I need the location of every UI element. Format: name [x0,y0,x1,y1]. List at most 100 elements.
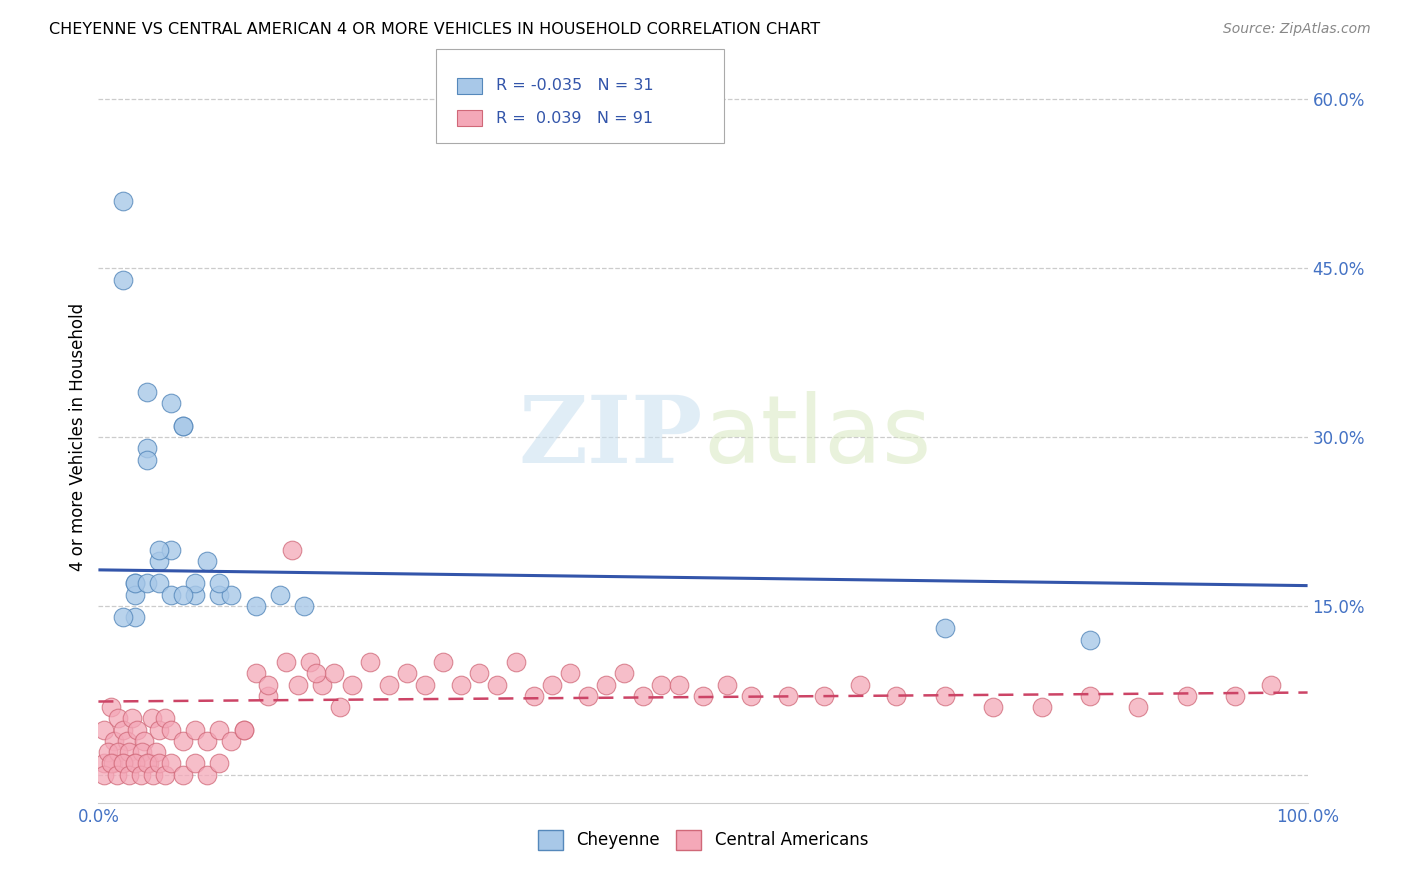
Point [740,689,762,703]
Point [849,678,872,692]
Legend: Cheyenne, Central Americans: Cheyenne, Central Americans [531,823,875,856]
Point [377,678,399,692]
Point [776,689,799,703]
Point [127,723,149,737]
Point [148,756,170,771]
Point [184,756,207,771]
Point [100,700,122,714]
Point [613,666,636,681]
Point [118,745,141,759]
Point [160,756,183,771]
Point [256,678,278,692]
Point [107,711,129,725]
Point [558,666,581,681]
Point [135,756,157,771]
Point [245,599,267,613]
Point [160,723,183,737]
Point [148,576,170,591]
Point [208,576,231,591]
Point [505,655,527,669]
Point [111,756,134,771]
Point [124,588,146,602]
Point [281,542,304,557]
Point [486,678,509,692]
Point [135,385,157,400]
Point [100,756,122,771]
Point [111,272,134,286]
Point [141,711,163,725]
Point [172,734,194,748]
Point [195,734,218,748]
Point [195,554,218,568]
Text: R =  0.039   N = 91: R = 0.039 N = 91 [496,111,654,126]
Point [716,678,738,692]
Point [97,745,120,759]
Point [576,689,599,703]
Point [111,756,134,771]
Point [107,745,129,759]
Point [124,756,146,771]
Point [135,452,157,467]
Point [135,576,157,591]
Point [221,734,243,748]
Point [287,678,309,692]
Point [329,700,352,714]
Point [299,655,322,669]
Point [124,576,146,591]
Point [160,588,183,602]
Point [540,678,562,692]
Point [172,767,194,781]
Point [323,666,346,681]
Point [124,576,146,591]
Point [221,588,243,602]
Point [111,723,134,737]
Point [184,723,207,737]
Point [103,734,125,748]
Point [148,542,170,557]
Point [1260,678,1282,692]
Point [111,610,134,624]
Point [1031,700,1053,714]
Point [256,689,278,703]
Point [274,655,297,669]
Point [93,767,115,781]
Point [117,734,139,748]
Point [172,418,194,433]
Point [93,756,115,771]
Point [432,655,454,669]
Point [692,689,714,703]
Point [468,666,491,681]
Point [1175,689,1198,703]
Text: R = -0.035   N = 31: R = -0.035 N = 31 [496,78,654,94]
Text: Source: ZipAtlas.com: Source: ZipAtlas.com [1223,22,1371,37]
Point [360,655,382,669]
Point [981,700,1004,714]
Point [129,767,152,781]
Point [208,756,231,771]
Point [172,418,194,433]
Point [292,599,315,613]
Point [450,678,472,692]
Point [145,745,167,759]
Point [134,734,156,748]
Point [232,723,254,737]
Text: atlas: atlas [703,391,931,483]
Point [1078,689,1101,703]
Point [124,756,146,771]
Point [413,678,436,692]
Point [135,442,157,456]
Point [934,689,956,703]
Point [105,767,128,781]
Point [886,689,908,703]
Point [184,576,207,591]
Point [208,588,231,602]
Point [1078,632,1101,647]
Point [195,767,218,781]
Point [111,194,134,208]
Point [160,396,183,410]
Point [631,689,654,703]
Point [153,767,176,781]
Point [269,588,291,602]
Point [813,689,835,703]
Point [160,542,183,557]
